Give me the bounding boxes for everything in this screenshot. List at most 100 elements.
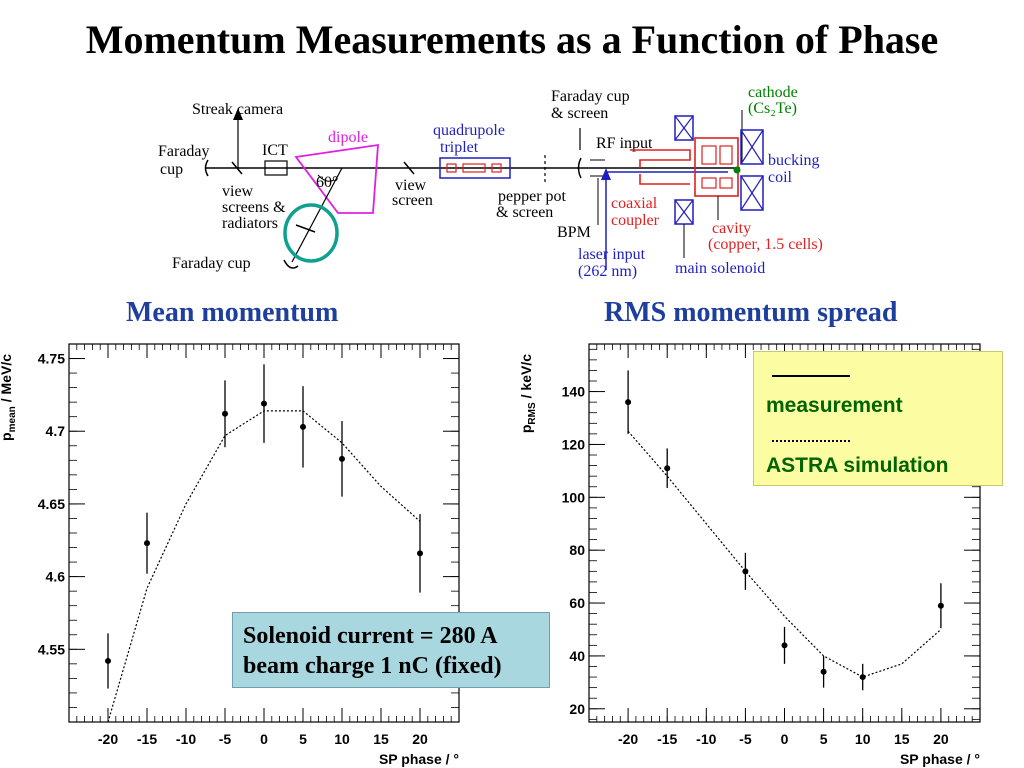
left-chart-title: Mean momentum	[126, 297, 339, 328]
view-screen-mark-1	[231, 161, 243, 175]
streak-camera-arrowhead	[233, 108, 243, 120]
x-tick-label: 20	[933, 731, 949, 747]
x-tick-label: 20	[412, 731, 428, 747]
view-screens-label-1: view	[222, 183, 254, 200]
x-tick-label: -5	[219, 731, 232, 747]
faraday-cup-bottom-symbol	[283, 259, 299, 269]
right-chart-title: RMS momentum spread	[604, 297, 898, 328]
y-tick-label: 4.65	[38, 496, 65, 512]
faraday-cup-bottom-label: Faraday cup	[172, 255, 251, 272]
cathode-dot	[733, 166, 741, 174]
x-tick-label: 0	[260, 731, 268, 747]
cavity-label-1: cavity	[712, 220, 751, 237]
cathode-label-1: cathode	[748, 84, 798, 101]
y-axis-label-sub: RMS	[527, 402, 538, 425]
x-tick-label: 0	[781, 731, 789, 747]
y-axis-label-unit: / MeV/c	[0, 354, 14, 402]
highlight-circle	[283, 203, 339, 263]
data-point	[859, 674, 866, 681]
view-screen-label-2: screen	[392, 192, 433, 209]
coaxial-label-1: coaxial	[611, 195, 658, 212]
pepper-pot-label-2: & screen	[496, 204, 553, 221]
data-point	[417, 550, 423, 557]
rf-coupler-bottom	[639, 174, 690, 185]
cavity-cell-2	[701, 177, 717, 189]
y-tick-label: 60	[569, 595, 585, 611]
streak-camera-label: Streak camera	[192, 101, 283, 118]
view-screen-mark-3	[403, 161, 415, 175]
ict-symbol	[264, 160, 288, 176]
x-tick-label: -10	[696, 731, 716, 747]
view-screen-label-1: view	[395, 177, 427, 194]
solenoid-info-box: Solenoid current = 280 A beam charge 1 n…	[232, 612, 550, 688]
ict-label: ICT	[262, 142, 288, 159]
quadrupole-magnet-3	[491, 163, 502, 173]
cavity-cell-4	[719, 177, 733, 189]
y-axis-label: pmean / MeV/c	[0, 354, 18, 441]
rf-coupler-top	[630, 149, 691, 168]
quadrupole-magnet-2	[462, 163, 486, 173]
x-tick-label: -5	[739, 731, 752, 747]
y-axis-label: pRMS / keV/c	[518, 354, 538, 433]
bucking-label-1: bucking	[768, 152, 820, 169]
y-axis-label-main: p	[0, 432, 14, 441]
y-tick-label: 4.6	[46, 569, 66, 585]
data-point	[339, 455, 345, 462]
pepper-pot-label-1: pepper pot	[498, 188, 567, 205]
info-line-2: beam charge 1 nC (fixed)	[243, 653, 502, 679]
view-screens-label-2: screens &	[222, 199, 286, 216]
y-axis-label-unit: / keV/c	[518, 354, 534, 399]
x-tick-label: 10	[334, 731, 350, 747]
view-screens-label-3: radiators	[222, 215, 278, 232]
laser-label-1: laser input	[578, 246, 646, 263]
dipole-deflected-line	[291, 167, 343, 263]
coaxial-label-2: coupler	[611, 212, 660, 229]
cavity-cell-3	[719, 145, 733, 165]
x-tick-label: 15	[373, 731, 389, 747]
data-point	[820, 668, 827, 675]
data-point	[742, 568, 749, 575]
dipole-label: dipole	[328, 129, 368, 146]
x-tick-label: -15	[137, 731, 157, 747]
cavity-label-2: (copper, 1.5 cells)	[708, 236, 823, 253]
cathode-label-2: (Cs₂Te)	[748, 100, 797, 117]
y-tick-label: 140	[562, 384, 586, 400]
bpm-label: BPM	[557, 224, 591, 241]
x-tick-label: -15	[657, 731, 677, 747]
quadrupole-box	[439, 157, 511, 179]
legend-simulation-line	[772, 440, 850, 442]
bucking-label-2: coil	[768, 169, 793, 186]
y-tick-label: 40	[569, 648, 585, 664]
x-tick-label: -10	[176, 731, 196, 747]
y-tick-label: 4.7	[46, 423, 66, 439]
faraday-cup-left-symbol	[204, 159, 209, 177]
cavity-cell-1	[701, 145, 717, 165]
beamline-diagram: Streak camera Faraday cup view screens &…	[158, 84, 823, 280]
laser-arrowhead	[601, 168, 611, 180]
main-solenoid-top	[674, 115, 694, 141]
data-point	[261, 400, 267, 407]
main-solenoid-label: main solenoid	[675, 260, 765, 277]
x-tick-label: -20	[98, 731, 118, 747]
faraday-screen-label-1: Faraday cup	[551, 88, 630, 105]
faraday-cup-left-label-1: Faraday	[158, 143, 210, 160]
dipole-angle-arc	[317, 174, 335, 182]
bucking-coil-top	[740, 129, 764, 165]
x-axis-label: SP phase / °	[379, 751, 459, 767]
info-line-1: Solenoid current = 280 A	[243, 623, 498, 649]
data-point	[222, 410, 228, 417]
page-title: Momentum Measurements as a Function of P…	[85, 17, 939, 62]
quadrupole-magnet-1	[446, 163, 457, 173]
x-tick-label: 10	[855, 731, 871, 747]
y-tick-label: 4.75	[38, 351, 65, 367]
legend-measurement-label: measurement	[766, 394, 903, 417]
x-tick-label: 15	[894, 731, 910, 747]
y-axis-label-sub: mean	[7, 406, 18, 432]
x-tick-label: 5	[820, 731, 828, 747]
data-point	[105, 657, 111, 664]
data-point	[781, 642, 788, 649]
dipole-magnet	[294, 143, 379, 214]
data-point	[937, 602, 944, 609]
y-axis-label-main: p	[518, 425, 534, 434]
y-tick-label: 20	[569, 701, 585, 717]
